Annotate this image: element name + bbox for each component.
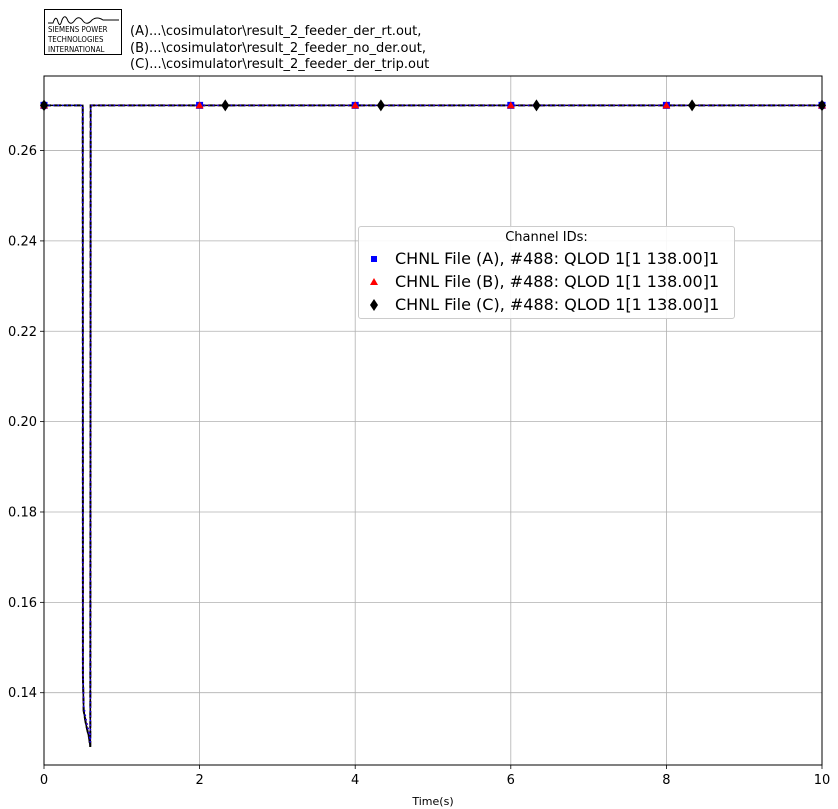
y-tick-label: 0.14 — [8, 686, 37, 701]
x-tick-label: 8 — [662, 773, 670, 788]
legend: Channel IDs: CHNL File (A), #488: QLOD 1… — [358, 226, 735, 319]
red-triangle-marker-icon — [370, 278, 378, 285]
series-lines — [44, 104, 822, 748]
y-axis-ticks: 0.14 0.16 0.18 0.20 0.22 0.24 0.26 — [8, 144, 44, 701]
x-tick-label: 6 — [507, 773, 515, 788]
legend-label-c: CHNL File (C), #488: QLOD 1[1 138.00]1 — [395, 295, 720, 314]
y-tick-label: 0.16 — [8, 596, 37, 611]
marker-triangle-b — [351, 101, 360, 109]
black-diamond-marker-icon — [370, 299, 378, 311]
logo-wave-icon — [48, 16, 119, 26]
y-tick-label: 0.20 — [8, 415, 37, 430]
marker-diamond-c — [532, 99, 541, 112]
x-tick-label: 4 — [351, 773, 359, 788]
file-c-path: (C)...\cosimulator\result_2_feeder_der_t… — [130, 57, 430, 72]
x-axis-ticks: 0 2 4 6 8 10 — [40, 765, 830, 788]
blue-square-marker-icon — [371, 256, 377, 262]
series-line-a — [44, 104, 822, 743]
logo-text-line-2: TECHNOLOGIES — [48, 35, 104, 44]
marker-diamond-c — [688, 99, 697, 112]
x-axis-label: Time(s) — [411, 795, 453, 808]
marker-triangle-b — [662, 101, 671, 109]
plot-frame — [43, 75, 823, 766]
series-line-c — [44, 104, 822, 748]
legend-title: Channel IDs: — [505, 230, 588, 245]
series-line-c-base — [44, 104, 822, 748]
logo-text-line-3: INTERNATIONAL — [48, 45, 105, 54]
x-tick-label: 0 — [40, 773, 48, 788]
series-line-b — [44, 104, 822, 743]
marker-diamond-c — [221, 99, 230, 112]
legend-label-a: CHNL File (A), #488: QLOD 1[1 138.00]1 — [395, 249, 720, 268]
y-tick-label: 0.24 — [8, 234, 37, 249]
marker-triangle-b — [506, 101, 515, 109]
x-tick-label: 10 — [814, 773, 831, 788]
siemens-logo: SIEMENS POWER TECHNOLOGIES INTERNATIONAL — [44, 9, 122, 55]
x-tick-label: 2 — [195, 773, 203, 788]
legend-item-a: CHNL File (A), #488: QLOD 1[1 138.00]1 — [359, 248, 734, 270]
file-b-path: (B)...\cosimulator\result_2_feeder_no_de… — [130, 40, 426, 56]
grid-lines — [43, 76, 823, 765]
y-tick-label: 0.26 — [8, 144, 37, 159]
marker-triangle-b — [195, 101, 204, 109]
legend-label-b: CHNL File (B), #488: QLOD 1[1 138.00]1 — [395, 272, 720, 291]
legend-item-b: CHNL File (B), #488: QLOD 1[1 138.00]1 — [359, 271, 734, 293]
marker-diamond-c — [376, 99, 385, 112]
legend-item-c: CHNL File (C), #488: QLOD 1[1 138.00]1 — [359, 294, 734, 316]
y-tick-label: 0.18 — [8, 505, 37, 520]
y-tick-label: 0.22 — [8, 325, 37, 340]
logo-text-line-1: SIEMENS POWER — [48, 25, 108, 34]
file-list-header: (A)...\cosimulator\result_2_feeder_der_r… — [130, 24, 429, 74]
file-a-path: (A)...\cosimulator\result_2_feeder_der_r… — [130, 24, 422, 39]
